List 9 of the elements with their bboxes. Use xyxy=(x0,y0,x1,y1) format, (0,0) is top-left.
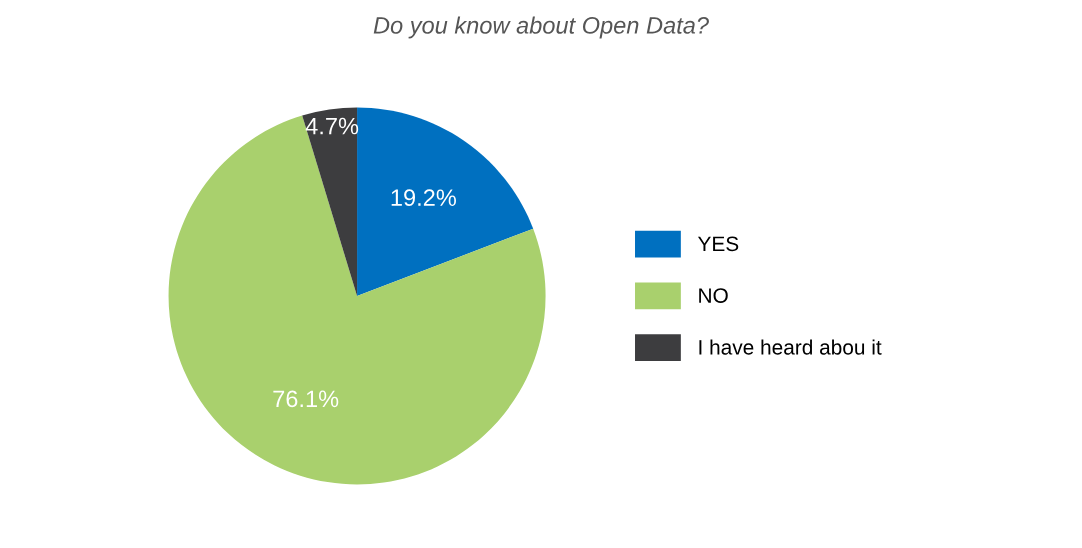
pie-slice xyxy=(168,115,546,485)
pie-slice xyxy=(302,107,358,296)
legend-label: I have heard abou it xyxy=(699,339,882,355)
data-label: 76.1% xyxy=(273,390,339,408)
pie-slice xyxy=(357,107,534,296)
legend-label: YES xyxy=(697,236,739,252)
data-label: 19.2% xyxy=(391,189,456,207)
legend-label: NO xyxy=(699,288,728,303)
chart-title: Do you know about Open Data? xyxy=(373,16,709,39)
